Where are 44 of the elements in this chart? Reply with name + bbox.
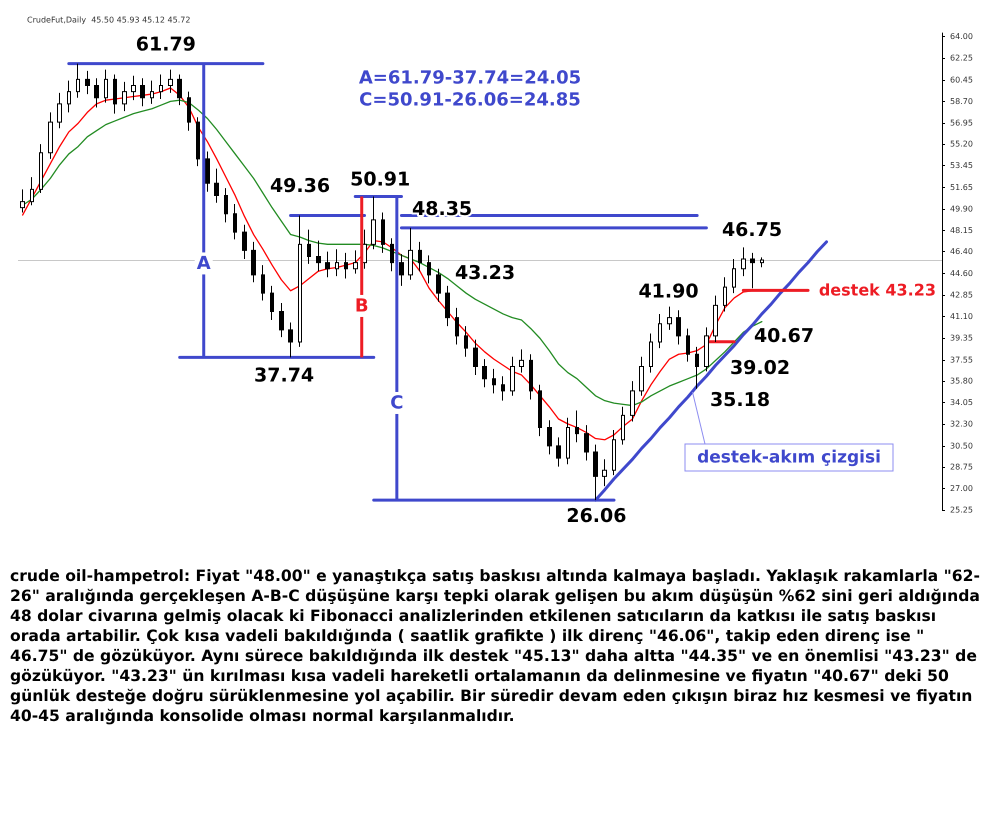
annotation: 48.35 xyxy=(412,198,472,220)
y-tick-label: 44.60 xyxy=(950,269,973,278)
annotation: 35.18 xyxy=(710,389,770,411)
y-tick-label: 48.15 xyxy=(950,226,973,235)
y-tick-label: 42.85 xyxy=(950,290,973,300)
y-tick-label: 39.35 xyxy=(950,333,973,342)
annotation: destek-akım çizgisi xyxy=(697,448,881,468)
y-tick-label: 64.00 xyxy=(950,32,973,42)
y-tick-label: 46.40 xyxy=(950,247,973,256)
y-tick-label: 34.05 xyxy=(950,398,973,408)
annotation: A xyxy=(196,252,211,274)
annotation: 26.06 xyxy=(566,505,626,528)
annotation: B xyxy=(354,295,369,316)
annotation: destek 43.23 xyxy=(818,280,936,300)
y-tick-label: 27.00 xyxy=(950,484,973,494)
annotation: C=50.91-26.06=24.85 xyxy=(359,90,581,110)
y-tick-label: 56.95 xyxy=(950,118,973,128)
y-tick-label: 51.65 xyxy=(950,183,973,192)
annotation: 39.02 xyxy=(730,357,790,379)
annotation: 37.74 xyxy=(254,364,314,386)
y-tick-label: 60.45 xyxy=(950,76,973,85)
y-tick-label: 28.75 xyxy=(950,462,973,472)
y-tick-label: 55.20 xyxy=(950,140,973,149)
annotation: C xyxy=(390,392,404,414)
annotation: 61.79 xyxy=(136,34,196,56)
y-tick-label: 41.10 xyxy=(950,312,973,321)
y-tick-label: 30.50 xyxy=(950,441,973,450)
annotation: 41.90 xyxy=(638,280,699,303)
y-tick-label: 32.30 xyxy=(950,419,973,428)
y-tick-label: 35.80 xyxy=(950,376,973,386)
y-tick-label: 62.25 xyxy=(950,54,973,63)
y-tick-label: 58.70 xyxy=(950,96,973,106)
annotation: 40.67 xyxy=(754,325,814,347)
annotation: A=61.79-37.74=24.05 xyxy=(358,68,582,88)
annotation: 49.36 xyxy=(270,175,330,197)
annotation: 43.23 xyxy=(454,262,516,284)
y-tick-label: 53.45 xyxy=(950,161,973,170)
text: crude oil-hampetrol: Fiyat "48.00" e yanaştıkça satış baskısı altında kalmaya başladı. Yaklaşık rakamlarla "62-26" aralığında gerçekleşen A-B-C düşüşüne karşı tepki olarak gelişen bu akım düşüşün %62 sini geri aldığında 48 dolar civarına gelmiş olacak ki Fibonacci analizlerinden etkilenen satıcıların da katkısı ile satış baskısı orada artabilir. Çok kısa vadeli bakıldığında ( saatlik grafikte ) ilk direnç "46.06", takip eden direnç ise " 46.75" de gözüküyor. Aynı sürece bakıldığında ilk destek "45.13" daha altta "44.35" ve en önemlisi "43.23" de gözüküyor. "43.23" ün kırılması kısa vadeli hareketli ortalamanın da delinmesine ve fiyatın "40.67" deki 50 günlük desteğe doğru sürüklenmesine yol açabilir. Bir süredir devam eden çıkışın biraz hız kesmesi ve fiyatın 40-45 aralığında konsolide olması normal karşılanmalıdır. xyxy=(10,566,981,726)
chart-title: CrudeFut,Daily 45.50 45.93 45.12 45.72 xyxy=(27,16,190,24)
annotation: 46.75 xyxy=(722,219,782,241)
y-tick-label: 37.55 xyxy=(950,355,973,364)
annotation: 50.91 xyxy=(350,168,410,191)
y-tick-label: 49.90 xyxy=(950,204,973,214)
y-tick-label: 25.25 xyxy=(950,506,973,514)
